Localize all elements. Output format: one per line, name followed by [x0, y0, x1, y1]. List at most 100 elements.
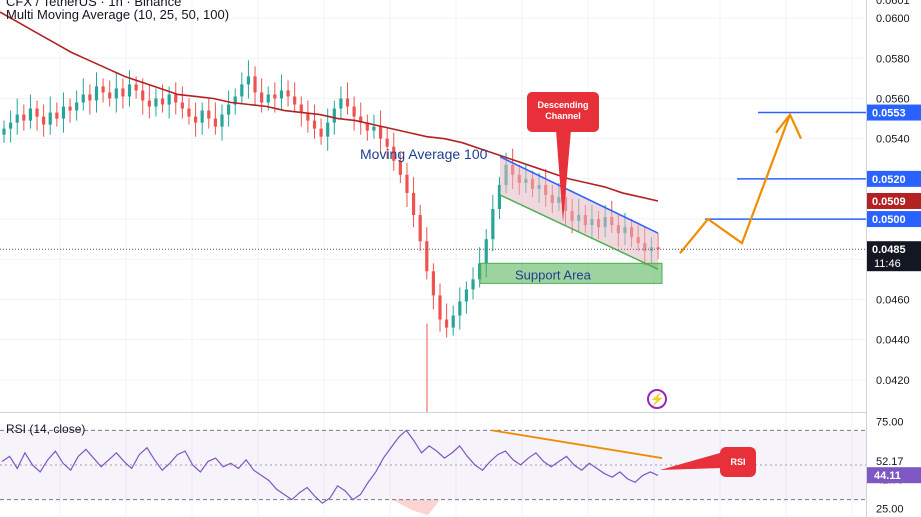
- callout-pointer: [556, 130, 571, 222]
- channel-fill: [500, 156, 658, 270]
- price-tick-label: 0.0460: [876, 294, 910, 306]
- candle-body: [405, 174, 409, 193]
- candle-body: [279, 90, 284, 99]
- candle-body: [2, 128, 6, 135]
- candle-body: [127, 84, 132, 97]
- descending-channel-callout: Descending Channel: [527, 92, 599, 132]
- candle-body: [471, 279, 475, 290]
- candle-body: [425, 241, 429, 272]
- candle-body: [220, 114, 224, 127]
- candle-body: [187, 108, 191, 117]
- channel-lower: [499, 194, 659, 270]
- rsi-divergence: [491, 429, 663, 459]
- candle-body: [68, 106, 72, 111]
- rsi-tick-label: 52.17: [876, 456, 904, 468]
- candle-body: [141, 90, 145, 101]
- rsi-callout-label: RSI: [730, 457, 746, 467]
- candle-body: [200, 110, 204, 123]
- candle-body: [398, 160, 402, 175]
- candle-body: [372, 126, 376, 131]
- candle-body: [359, 116, 363, 123]
- ma-price-tag: [867, 192, 921, 209]
- candle-body: [75, 102, 79, 111]
- last-price-tag: [867, 241, 921, 272]
- candle-body: [497, 184, 502, 210]
- channel-upper: [499, 156, 659, 234]
- candle-body: [445, 319, 449, 328]
- candle-body: [418, 215, 422, 242]
- candle-body: [392, 146, 396, 161]
- price-tick-label: 0.0420: [876, 375, 910, 387]
- level-tag-label: 0.0553: [872, 108, 906, 120]
- candle-body: [240, 84, 244, 97]
- candle-body: [293, 96, 297, 105]
- level-tag: [867, 211, 921, 228]
- rsi-oversold-fill: [392, 499, 440, 516]
- candle-body: [253, 76, 257, 93]
- rsi-value-label: 44.11: [874, 470, 901, 482]
- candle-body: [147, 100, 151, 107]
- rsi-value-tag: [867, 467, 921, 484]
- candle-body: [42, 116, 46, 125]
- price-tick-label: 0.0600: [876, 13, 910, 25]
- candle-body: [411, 192, 416, 216]
- candle-body: [246, 76, 251, 85]
- price-tick-label: 0.0540: [876, 134, 910, 146]
- candle-body: [438, 295, 442, 320]
- symbol-title: CFX / TetherUS · 1h · Binance: [6, 0, 182, 9]
- candle-body: [345, 98, 350, 107]
- candle-body: [121, 88, 125, 97]
- rsi-line: [1, 429, 659, 504]
- price-tick-label: 0.0560: [876, 93, 910, 105]
- candle-body: [227, 104, 231, 115]
- candle-body: [352, 106, 356, 117]
- candle-body: [88, 94, 92, 101]
- candle-body: [9, 122, 13, 129]
- candle-body: [378, 126, 383, 139]
- level-tag: [867, 104, 921, 121]
- countdown-label: 11:46: [874, 258, 901, 270]
- candle-body: [266, 94, 270, 103]
- chart-overlays: Moving Average 100 Support Area: [0, 11, 866, 284]
- candle-body: [451, 315, 455, 328]
- candle-body: [260, 92, 264, 103]
- support-area-label: Support Area: [515, 267, 592, 282]
- candle-body: [339, 98, 343, 109]
- candle-body: [233, 96, 237, 105]
- candle-body: [484, 239, 488, 264]
- candle-body: [464, 289, 469, 302]
- candle-body: [385, 138, 389, 147]
- candle-body: [299, 104, 303, 113]
- candle-body: [94, 86, 99, 101]
- candle-body: [167, 94, 171, 105]
- last-price-tag-label: 0.0485: [872, 244, 906, 256]
- candle-body: [207, 110, 211, 119]
- candle-body: [319, 128, 323, 137]
- price-tick-label: 0.0601: [876, 0, 910, 7]
- candle-body: [81, 94, 85, 103]
- projection-arrowhead: [775, 112, 803, 140]
- level-tag-label: 0.0500: [872, 214, 906, 226]
- candle-body: [306, 112, 310, 121]
- projection-line: [679, 114, 792, 254]
- candle-body: [154, 98, 158, 107]
- ma-price-tag-label: 0.0509: [872, 196, 906, 208]
- level-tag-label: 0.0520: [872, 174, 906, 186]
- candle-body: [491, 209, 495, 240]
- price-axis: 0.0600 0.0580 0.0560 0.0540 0.0460 0.0440 0.04…: [866, 0, 921, 517]
- candle-body: [134, 84, 138, 91]
- candle-body: [326, 122, 330, 137]
- rsi-legend: RSI (14, close): [6, 422, 86, 436]
- rsi-callout: RSI: [720, 447, 756, 477]
- candle-body: [193, 116, 198, 123]
- descending-channel-label: Descending Channel: [537, 100, 589, 121]
- candle-body: [28, 108, 33, 121]
- candle-body: [332, 108, 336, 123]
- candle-body: [114, 88, 118, 99]
- rsi-callout-pointer: [660, 453, 722, 470]
- candle-body: [174, 94, 178, 103]
- candle-body: [101, 86, 105, 93]
- level-tag: [867, 170, 921, 187]
- lightning-icon[interactable]: ⚡: [647, 389, 667, 409]
